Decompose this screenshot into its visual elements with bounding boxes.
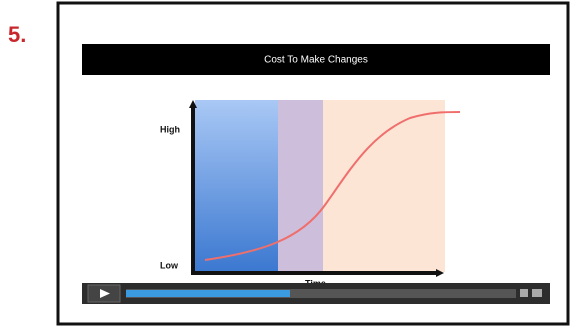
progress-fill [126, 290, 290, 297]
phase-region [323, 100, 445, 272]
y-axis-high: High [160, 124, 180, 134]
item-number: 5. [8, 22, 26, 47]
y-axis-low: Low [160, 260, 179, 270]
progress-track[interactable] [126, 289, 516, 298]
volume-button[interactable] [520, 289, 528, 297]
fullscreen-button[interactable] [532, 289, 542, 297]
phase-region [278, 100, 323, 272]
title-bar [82, 44, 550, 75]
play-icon [100, 289, 110, 298]
video-title: Cost To Make Changes [264, 55, 368, 66]
cost-curve [204, 111, 461, 261]
phase-region [195, 100, 278, 272]
